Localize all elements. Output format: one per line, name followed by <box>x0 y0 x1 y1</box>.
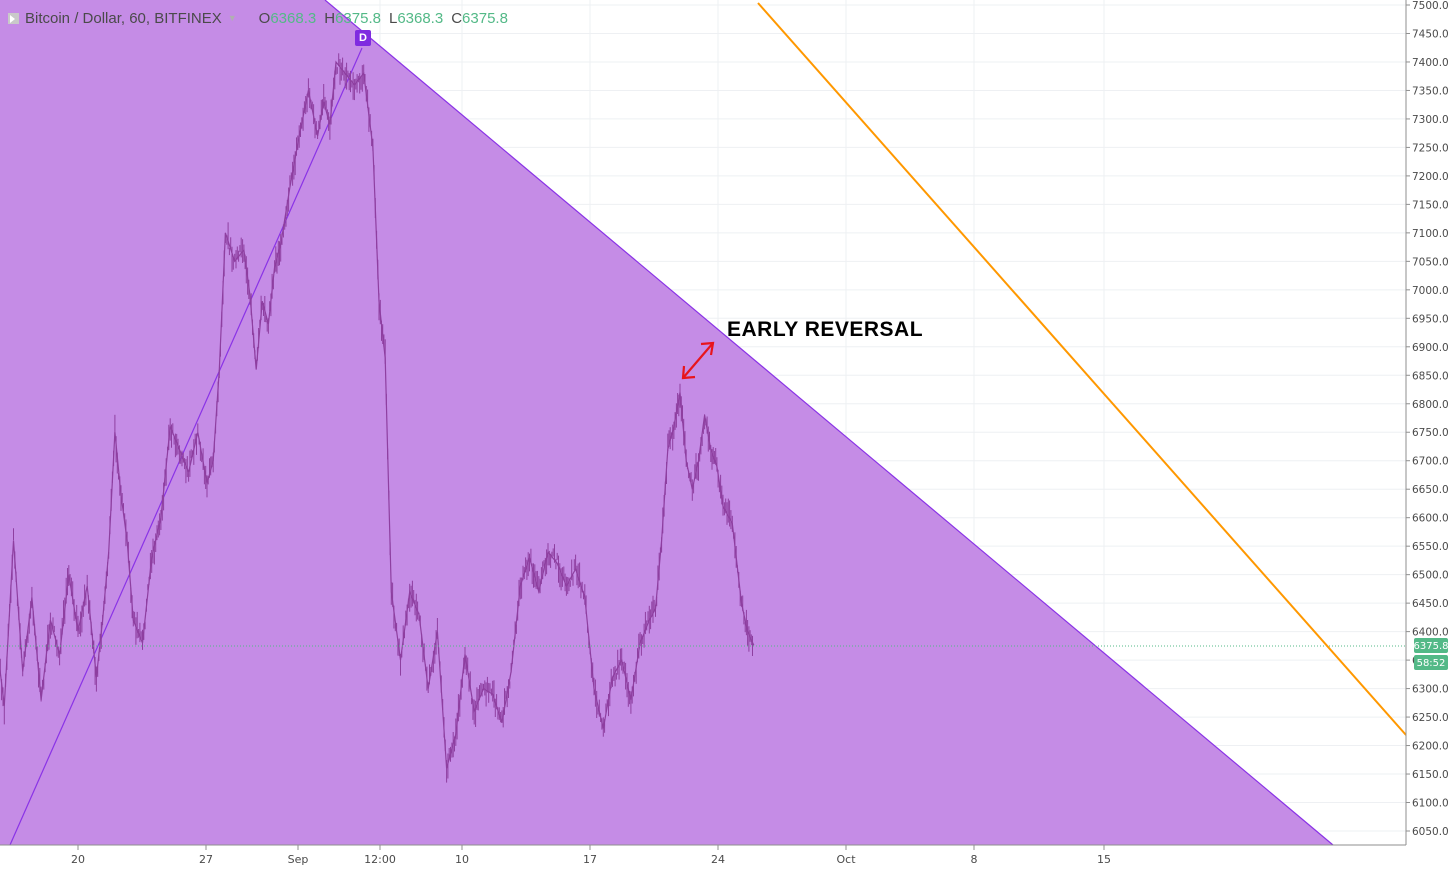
time-tick-label: 12:00 <box>364 853 396 866</box>
price-tick-label: 6050.0 <box>1412 826 1449 838</box>
collapse-icon[interactable] <box>8 12 19 24</box>
price-tick-label: 6250.0 <box>1412 712 1449 724</box>
arrow-head-down <box>681 365 696 380</box>
price-series <box>0 53 755 783</box>
time-tick-label: 27 <box>199 853 213 866</box>
low-key: L <box>388 9 398 27</box>
time-tick-label: Sep <box>288 853 309 866</box>
time-tick-label: 20 <box>71 853 85 866</box>
arrow-shaft <box>682 342 714 379</box>
price-tick-label: 6850.0 <box>1412 370 1449 382</box>
price-tick-label: 7350.0 <box>1412 85 1449 97</box>
high-key: H <box>324 9 336 27</box>
time-axis[interactable]: 20 27 Sep 12:00 10 17 24 Oct 8 15 <box>71 845 1111 866</box>
last-price-value: 6375.8 <box>1414 641 1449 652</box>
high-value: 6375.8 <box>335 9 381 27</box>
price-tick-label: 7250.0 <box>1412 142 1449 154</box>
price-tick-label: 7300.0 <box>1412 114 1449 126</box>
price-tick-label: 6150.0 <box>1412 769 1449 781</box>
bar-countdown: 58:52 <box>1417 658 1446 669</box>
price-tick-label: 7050.0 <box>1412 256 1449 268</box>
symbol-title[interactable]: Bitcoin / Dollar, 60, BITFINEX <box>25 9 222 27</box>
price-tick-label: 6400.0 <box>1412 627 1449 639</box>
descending-trend-line[interactable] <box>324 0 1334 846</box>
time-tick-label: 10 <box>455 853 469 866</box>
close-value: 6375.8 <box>462 9 508 27</box>
open-value: 6368.3 <box>270 9 317 27</box>
price-tick-label: 7100.0 <box>1412 228 1449 240</box>
early-reversal-label[interactable]: EARLY REVERSAL <box>727 318 924 341</box>
price-line <box>0 60 755 769</box>
price-tick-label: 7200.0 <box>1412 171 1449 183</box>
price-tick-label: 6700.0 <box>1412 456 1449 468</box>
low-value: 6368.3 <box>397 9 444 27</box>
price-axis[interactable] <box>1406 0 1453 870</box>
chevron-down-icon[interactable]: ▼ <box>227 13 237 23</box>
price-tick-label: 6200.0 <box>1412 741 1449 753</box>
ascending-trend-line[interactable] <box>9 47 363 846</box>
last-price-tag: 6375.8 <box>1414 638 1449 653</box>
open-key: O <box>258 9 271 27</box>
price-tick-label: 7500.0 <box>1412 0 1449 12</box>
arrow-head-up <box>700 341 715 356</box>
price-tick-label: 6750.0 <box>1412 427 1449 439</box>
time-tick-label: 24 <box>711 853 725 866</box>
price-tick-label: 6650.0 <box>1412 484 1449 496</box>
price-tick-label: 6300.0 <box>1412 684 1449 696</box>
price-tick-label: 6800.0 <box>1412 399 1449 411</box>
early-reversal-arrow[interactable] <box>681 341 715 380</box>
price-tick-label: 6900.0 <box>1412 342 1449 354</box>
dividend-badge[interactable]: D <box>355 30 371 46</box>
close-key: C <box>451 9 463 27</box>
orange-parallel-line[interactable] <box>757 2 1407 736</box>
time-tick-label: 15 <box>1097 853 1111 866</box>
price-tick-label: 7450.0 <box>1412 28 1449 40</box>
price-tick-label: 7400.0 <box>1412 57 1449 69</box>
price-tick-label: 6550.0 <box>1412 541 1449 553</box>
price-tick-label: 6100.0 <box>1412 798 1449 810</box>
countdown-tag: 58:52 <box>1414 655 1448 670</box>
time-tick-label: 8 <box>971 853 978 866</box>
price-tick-label: 6450.0 <box>1412 598 1449 610</box>
time-tick-label: Oct <box>836 853 856 866</box>
triangle-drawing[interactable] <box>0 0 1333 845</box>
price-tick-label: 6600.0 <box>1412 513 1449 525</box>
price-tick-label: 6500.0 <box>1412 570 1449 582</box>
time-tick-label: 17 <box>583 853 597 866</box>
price-tick-label: 6950.0 <box>1412 313 1449 325</box>
price-tick-label: 7150.0 <box>1412 199 1449 211</box>
symbol-legend[interactable]: Bitcoin / Dollar, 60, BITFINEX ▼ O 6368.3… <box>8 8 508 28</box>
price-tick-label: 7000.0 <box>1412 285 1449 297</box>
